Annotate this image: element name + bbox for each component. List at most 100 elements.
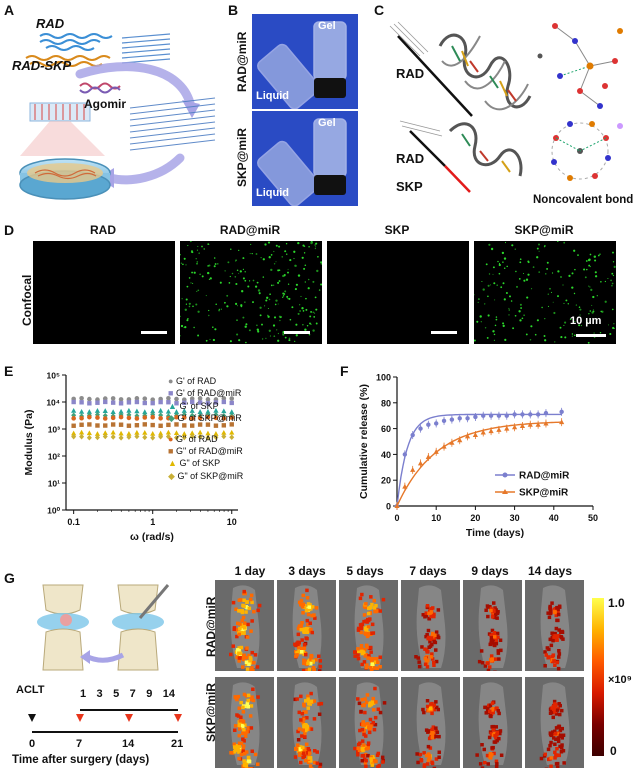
signal-pixel (498, 638, 503, 642)
ivis-signal-overlay (353, 682, 387, 768)
fluorescence-dot (234, 260, 236, 262)
signal-pixel (241, 615, 246, 620)
rheology-legend: ● G' of RAD ■ G' of RAD@miR ▲ G' of SKP … (168, 375, 328, 482)
signal-pixel (556, 736, 561, 740)
signal-pixel (433, 633, 437, 637)
fluorescence-dot (192, 305, 194, 308)
fluorescence-dot (188, 305, 191, 308)
fluorescence-dot (500, 286, 503, 289)
signal-pixel (236, 714, 241, 718)
signal-pixel (246, 755, 251, 760)
signal-pixel (547, 615, 552, 620)
signal-pixel (429, 655, 433, 659)
signal-pixel (364, 632, 368, 636)
data-point (166, 395, 171, 401)
signal-pixel (478, 762, 483, 766)
signal-pixel (318, 664, 323, 669)
data-point (173, 430, 180, 436)
data-point (102, 416, 108, 421)
signal-pixel (552, 607, 557, 612)
signal-pixel (430, 727, 434, 732)
ivis-signal-overlay (292, 585, 323, 671)
signal-pixel (295, 653, 299, 657)
signal-pixel (304, 652, 308, 657)
fluorescence-dot (612, 251, 614, 254)
fluorescence-dot (541, 306, 543, 309)
signal-pixel (245, 701, 250, 705)
signal-pixel (425, 604, 430, 608)
signal-pixel (425, 650, 429, 654)
signal-pixel (356, 753, 360, 757)
data-point (142, 422, 147, 427)
signal-pixel (421, 613, 425, 617)
signal-pixel (253, 752, 258, 757)
signal-pixel (361, 723, 365, 727)
fluorescence-dot (209, 338, 211, 341)
data-point (181, 431, 187, 436)
fluorescence-dot (250, 243, 252, 245)
data-point (118, 414, 124, 420)
signal-pixel (432, 660, 436, 665)
signal-pixel (296, 743, 300, 747)
fluorescence-dot (252, 279, 255, 282)
signal-pixel (314, 606, 319, 610)
signal-pixel (363, 752, 368, 757)
fluorescence-dot (320, 283, 322, 286)
y-tick-label: 10⁴ (46, 398, 60, 408)
fluorescence-dot (199, 273, 201, 276)
signal-pixel (298, 753, 302, 757)
fluorescence-dot (594, 259, 597, 262)
data-point (465, 416, 470, 421)
fluorescence-dot (512, 327, 515, 330)
surgery-timeline (28, 709, 182, 733)
signal-pixel (418, 752, 423, 757)
signal-pixel (250, 600, 254, 605)
signal-pixel (495, 616, 499, 620)
fluorescence-dot (195, 258, 197, 260)
signal-pixel (303, 748, 307, 753)
data-point (150, 422, 155, 428)
fluorescence-dot (224, 270, 226, 272)
signal-pixel (297, 600, 302, 605)
data-point (126, 407, 132, 413)
legend-entry: ◆ G" of SKP@miR (168, 470, 244, 481)
fluorescence-dot (564, 336, 567, 339)
signal-pixel (239, 715, 243, 719)
signal-pixel (416, 656, 420, 660)
fluorescence-dot (568, 274, 571, 278)
fluorescence-dot (501, 251, 505, 255)
signal-pixel (244, 660, 249, 664)
timeline-tick: 5 (113, 688, 120, 700)
fluorescence-dot (236, 305, 238, 307)
signal-pixel (242, 598, 246, 602)
data-point (528, 412, 533, 417)
data-point (71, 423, 76, 428)
data-point (512, 412, 517, 417)
x-tick-label: 30 (510, 513, 520, 523)
signal-pixel (543, 752, 547, 757)
release-chart: 100 80 60 40 20 00 10 20 30 40 50 Time (days) Cumula… (358, 373, 598, 540)
fluorescence-dot (504, 338, 507, 342)
signal-pixel (248, 597, 253, 602)
fluorescence-dot (183, 257, 186, 260)
fluorescence-dot (249, 253, 251, 255)
fluorescence-dot (270, 254, 273, 256)
signal-pixel (315, 761, 320, 765)
fluorescence-dot (612, 261, 615, 263)
timeline-tick: 9 (146, 688, 153, 700)
fluorescence-dot (189, 241, 192, 243)
signal-pixel (553, 631, 557, 636)
signal-pixel (243, 723, 247, 727)
injection-marker-icon (76, 714, 84, 722)
fluorescence-dot (314, 244, 316, 246)
ivis-signal-overlay (415, 682, 446, 768)
signal-pixel (242, 589, 246, 594)
signal-pixel (373, 686, 377, 691)
signal-pixel (236, 694, 241, 699)
legend-entry: ▲ G" of SKP (168, 458, 221, 469)
fluorescence-dot (218, 308, 220, 311)
data-point (95, 423, 100, 428)
fluorescence-dot (550, 291, 553, 293)
signal-pixel (436, 608, 441, 612)
fluorescence-dot (545, 273, 547, 275)
